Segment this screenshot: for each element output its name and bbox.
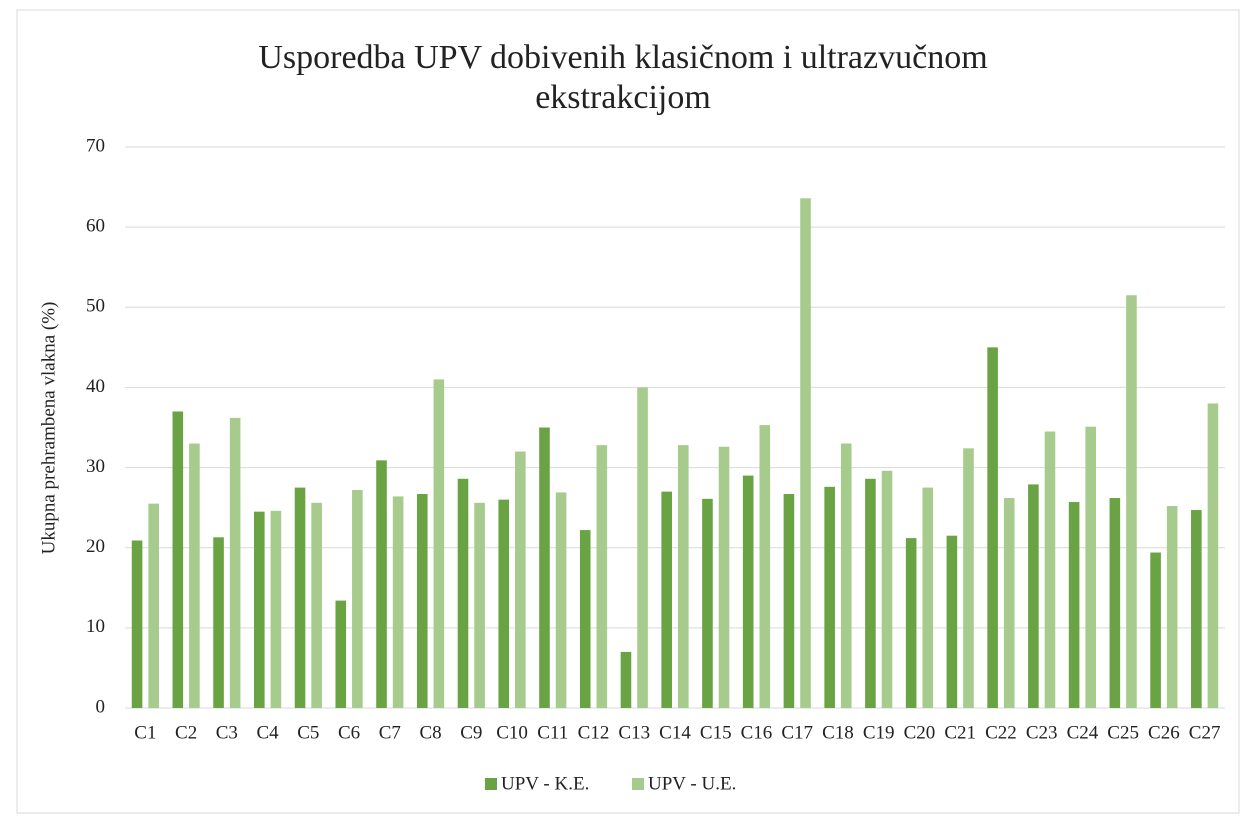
x-tick-label: C18: [822, 722, 854, 743]
x-tick-label: C11: [537, 722, 568, 743]
x-tick-label: C19: [863, 722, 895, 743]
legend-label: UPV - K.E.: [501, 773, 589, 794]
legend-swatch: [632, 778, 644, 790]
bar: [1126, 295, 1137, 708]
bar: [800, 198, 811, 708]
x-tick-label: C20: [904, 722, 936, 743]
x-tick-label: C26: [1148, 722, 1180, 743]
bar: [498, 499, 510, 708]
bar: [229, 417, 241, 708]
bar: [376, 460, 387, 708]
bar: [1166, 506, 1178, 708]
bar: [702, 498, 713, 708]
x-tick-label: C14: [659, 722, 691, 743]
bar: [254, 511, 265, 708]
x-tick-label: C2: [175, 722, 197, 743]
x-tick-label: C5: [297, 722, 319, 743]
chart-title: Usporedba UPV dobivenih klasičnom i ultr…: [258, 39, 988, 116]
bar: [840, 443, 852, 708]
bar: [620, 651, 632, 708]
bar: [742, 475, 754, 708]
bar: [335, 600, 347, 708]
bar: [539, 427, 550, 708]
bar: [1044, 431, 1056, 708]
bar: [718, 446, 730, 708]
x-tick-label: C1: [134, 722, 156, 743]
x-tick-label: C24: [1067, 722, 1099, 743]
bar: [474, 502, 485, 708]
bar: [213, 537, 224, 708]
bar: [555, 492, 567, 708]
bar: [637, 387, 648, 708]
legend-label: UPV - U.E.: [648, 773, 736, 794]
x-tick-label: C16: [741, 722, 773, 743]
x-tick-label: C17: [781, 722, 813, 743]
bar: [824, 486, 835, 708]
bar: [148, 503, 159, 708]
x-tick-label: C13: [618, 722, 650, 743]
x-tick-label: C22: [985, 722, 1017, 743]
bar: [392, 496, 404, 708]
bar: [1150, 552, 1161, 708]
bar: [596, 445, 608, 708]
bar: [352, 490, 363, 708]
bar: [881, 470, 893, 708]
bar: [759, 425, 771, 708]
bar: [905, 538, 917, 708]
bar: [515, 451, 526, 708]
bar: [189, 443, 200, 708]
bar: [946, 535, 958, 708]
bar: [457, 478, 469, 708]
x-tick-label: C3: [216, 722, 238, 743]
bar: [579, 530, 591, 708]
bar: [294, 487, 306, 708]
bar: [131, 540, 143, 708]
legend-swatch: [485, 778, 497, 790]
bar: [416, 494, 428, 708]
x-tick-label: C4: [256, 722, 279, 743]
bar: [963, 448, 974, 708]
bar: [661, 491, 672, 708]
y-tick-label: 30: [86, 456, 105, 477]
x-tick-label: C8: [419, 722, 441, 743]
y-tick-label: 10: [86, 616, 105, 637]
x-tick-label: C7: [379, 722, 401, 743]
y-tick-label: 50: [86, 296, 105, 317]
x-tick-label: C21: [944, 722, 976, 743]
y-tick-label: 70: [86, 135, 105, 156]
bar: [922, 487, 934, 708]
y-axis-label: Ukupna prehrambena vlakna (%): [38, 302, 59, 555]
x-tick-label: C27: [1189, 722, 1221, 743]
bar: [1028, 484, 1039, 708]
bar: [172, 411, 184, 708]
bar: [1085, 426, 1096, 708]
bar: [783, 494, 795, 708]
x-tick-label: C23: [1026, 722, 1058, 743]
bar: [311, 502, 322, 708]
x-tick-label: C9: [460, 722, 482, 743]
x-tick-label: C12: [578, 722, 610, 743]
bar: [1207, 403, 1219, 708]
x-tick-label: C10: [496, 722, 528, 743]
bar: [1191, 510, 1202, 708]
bar: [1068, 502, 1080, 708]
bar: [987, 347, 998, 708]
bar: [433, 379, 445, 708]
y-tick-label: 20: [86, 536, 105, 557]
y-tick-label: 60: [86, 216, 105, 237]
x-tick-label: C15: [700, 722, 732, 743]
bar: [678, 445, 689, 708]
bar: [270, 510, 282, 708]
x-tick-label: C6: [338, 722, 360, 743]
y-tick-label: 40: [86, 376, 105, 397]
y-tick-label: 0: [96, 696, 106, 717]
x-tick-label: C25: [1107, 722, 1139, 743]
bar: [1109, 498, 1121, 708]
bar: [1003, 498, 1015, 708]
bar: [865, 478, 876, 708]
